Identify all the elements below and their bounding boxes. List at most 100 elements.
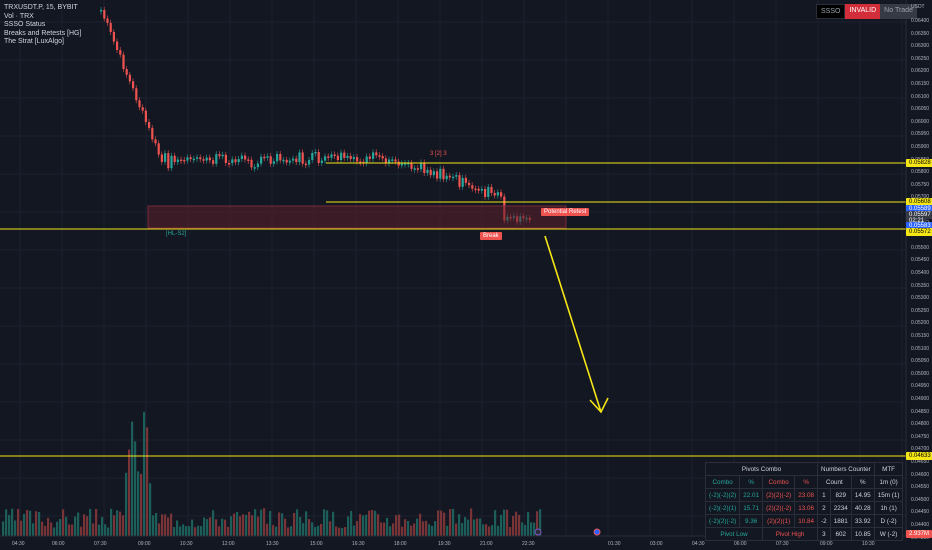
price-axis-label: 0.04500: [911, 496, 930, 503]
time-axis-label: 07:30: [94, 541, 107, 547]
table-header: Pivots Combo: [704, 462, 819, 476]
price-axis-label: 0.05350: [911, 282, 930, 289]
symbol-title[interactable]: TRXUSDT.P, 15, BYBIT: [4, 4, 78, 11]
indicator-sssö[interactable]: SSSO Status: [4, 21, 46, 29]
countdown-tag: 02:21: [906, 217, 928, 225]
price-axis-label: 0.05250: [911, 307, 930, 314]
price-axis-label: 0.04900: [911, 396, 930, 402]
time-axis-label: 04:30: [12, 541, 25, 547]
status-invalid: INVALID: [845, 4, 881, 19]
price-axis-label: 0.04600: [911, 471, 930, 478]
table-header: MTF: [873, 462, 904, 476]
arrow-head: [589, 397, 609, 414]
time-axis-label: 09:00: [138, 541, 151, 547]
event-icon[interactable]: [534, 528, 542, 536]
volume-bars: [2, 411, 542, 536]
col-header: 1m (0): [873, 475, 904, 489]
price-axis-label: 0.05150: [911, 333, 930, 339]
price-axis-label: 0.05800: [911, 169, 930, 176]
table-row: (-2)(-2)(2) 22.01 (2)(2)(-2) 23.08 1 829 14…: [704, 488, 904, 502]
event-icon[interactable]: [593, 528, 601, 536]
price-axis-label: 0.04950: [911, 383, 930, 390]
time-axis-label: 13:30: [266, 541, 279, 547]
price-axis-label: 0.04450: [911, 509, 930, 516]
time-axis-label: 04:30: [692, 541, 705, 547]
col-header: %: [794, 475, 819, 489]
price-axis-label: 0.04750: [911, 433, 930, 440]
price-axis-label: 0.04700: [911, 446, 930, 453]
time-axis-label: 15:00: [310, 541, 323, 547]
col-header: Count: [817, 475, 852, 489]
projection-arrow[interactable]: [544, 235, 602, 413]
pivots-table: Pivots Combo Numbers Counter MTF Combo %…: [704, 462, 904, 541]
price-axis-label: 0.04850: [911, 408, 930, 415]
price-axis-label: 0.06100: [911, 93, 930, 100]
time-axis-label: 10:30: [180, 541, 193, 547]
candles: [100, 6, 531, 225]
price-axis-label: 0.05300: [911, 295, 930, 302]
price-axis-label: 0.06300: [911, 43, 930, 50]
hl-label: [HL-S2]: [166, 231, 187, 237]
col-header: Combo: [762, 475, 796, 489]
potential-retest-label: Potential Retest: [541, 208, 590, 216]
price-axis-label: 0.06250: [911, 55, 930, 62]
price-axis-label: 0.05200: [911, 320, 930, 327]
table-row: Pivot Low Pivot High 3 602 10.85 W (-2): [704, 527, 904, 541]
price-axis-label: 0.06000: [911, 118, 930, 125]
price-tag: 0.05608: [906, 198, 932, 206]
time-axis-label: 21:00: [480, 541, 493, 547]
high-marker: 3 [2] 3: [430, 151, 447, 157]
time-axis-label: 09:00: [820, 541, 833, 547]
price-axis-label: 0.05000: [911, 370, 930, 377]
status-ssso: SSSO: [816, 4, 846, 19]
price-axis-label: 0.05400: [911, 270, 930, 276]
time-axis-label: 18:00: [394, 541, 407, 547]
price-axis-label: 0.05950: [911, 131, 930, 138]
table-row: (-2)(-2)(1) 15.71 (2)(2)(-2) 13.06 2 2234 4…: [704, 501, 904, 515]
col-header: %: [739, 475, 764, 489]
grid: [0, 0, 906, 536]
price-tag: 0.05583: [906, 222, 932, 230]
price-axis-label: 0.05700: [911, 194, 929, 200]
retest-zone: [147, 205, 567, 229]
time-axis-label: 07:30: [776, 541, 789, 547]
time-axis-label: 06:00: [734, 541, 747, 547]
time-axis-label: 16:30: [352, 541, 365, 547]
price-axis-label: 0.04650: [911, 459, 930, 465]
indicator-strat[interactable]: The Strat [LuxAlgo]: [4, 38, 64, 46]
price-axis-label: 0.06200: [911, 68, 930, 75]
volume-indicator[interactable]: Vol · TRX: [4, 12, 34, 20]
price-axis-label: 0.06400: [911, 18, 930, 24]
price-axis-label: 0.05050: [911, 358, 930, 365]
status-notrade: No Trade: [880, 4, 917, 19]
time-axis-label: 10:30: [862, 541, 875, 547]
price-tag: 0.05597: [906, 211, 932, 219]
status-box: SSSO INVALID No Trade: [816, 4, 917, 19]
time-axis-label: 03:00: [650, 541, 663, 547]
time-axis-label: 22:30: [522, 541, 535, 547]
col-header: Combo: [704, 475, 741, 489]
currency-label: USDT: [911, 4, 925, 10]
price-tag: 0.05828: [906, 159, 932, 167]
price-tag: 0.05589: [906, 205, 932, 213]
price-axis-label: 0.05900: [911, 144, 930, 150]
table-header: Numbers Counter: [817, 462, 875, 476]
time-axis-label: 12:00: [222, 541, 235, 547]
table-row: (-2)(2)(-2) 9.36 (2)(2)(1) 10.84 -2 1881 33…: [704, 514, 904, 528]
break-label: Break: [480, 232, 502, 240]
price-axis-label: 0.04550: [911, 484, 930, 491]
indicator-breaks[interactable]: Breaks and Retests [HG]: [4, 29, 82, 37]
time-axis-label: 19:30: [438, 541, 451, 547]
time-axis-label: 01:30: [608, 541, 621, 547]
volume-tag: 2.937M: [906, 530, 932, 538]
price-axis-label: 0.05500: [911, 244, 930, 251]
price-axis-label: 0.05100: [911, 345, 930, 352]
price-axis-label: 0.05450: [911, 257, 930, 264]
price-axis-label: 0.06350: [911, 30, 930, 37]
price-axis-label: 0.05750: [911, 181, 930, 188]
price-axis-label: 0.06150: [911, 81, 930, 87]
price-axis-label: 0.06050: [911, 106, 930, 113]
chart-legend: TRXUSDT.P, 15, BYBIT Vol · TRX SSSO Stat…: [4, 4, 81, 47]
price-axis-label: 0.04800: [911, 421, 930, 428]
